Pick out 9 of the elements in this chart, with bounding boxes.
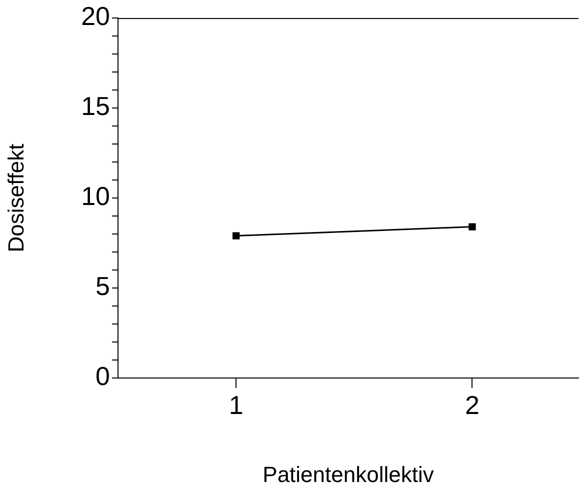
x-tick-label: 2 xyxy=(464,390,480,420)
x-axis-title: Patientenkollektiv xyxy=(262,462,434,487)
y-tick-label: 5 xyxy=(96,271,110,302)
y-tick-label: 15 xyxy=(81,91,110,122)
y-tick-label: 20 xyxy=(81,1,110,32)
y-axis-title: Dosiseffekt xyxy=(3,144,28,252)
x-tick-label: 1 xyxy=(228,390,244,420)
y-tick-label: 0 xyxy=(96,361,110,392)
y-tick-label: 10 xyxy=(81,181,110,212)
